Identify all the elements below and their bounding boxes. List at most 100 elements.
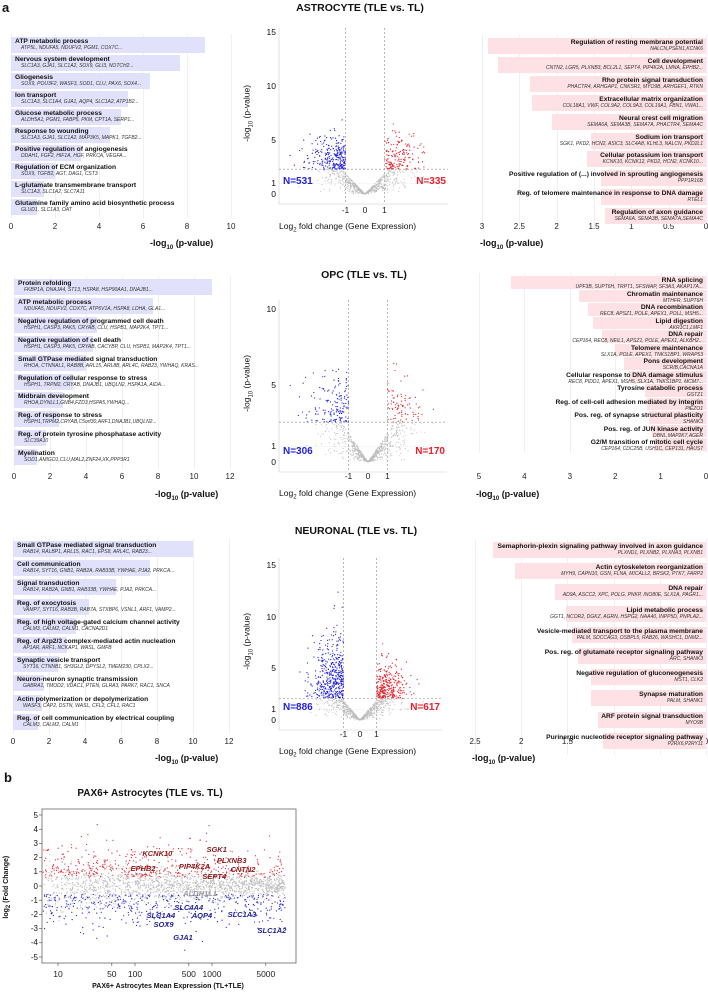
data-point <box>152 886 154 888</box>
gene-list: SLC1A3, GJA1, SLC1A2, MAP3K5, MAPK1, TGF… <box>21 135 142 141</box>
x-tick-label: 4 <box>83 472 89 481</box>
term-label: Tyrosine catabolic process <box>617 385 703 392</box>
data-point <box>389 164 391 166</box>
data-point <box>326 697 328 700</box>
bar <box>603 732 706 749</box>
data-point <box>398 405 400 407</box>
data-point <box>223 896 226 898</box>
x-tick-label: 0.5 <box>663 222 675 231</box>
data-point <box>329 704 331 706</box>
data-point <box>405 143 407 145</box>
data-point <box>332 698 335 700</box>
data-point <box>205 881 208 883</box>
data-point <box>383 175 385 177</box>
data-point <box>326 161 329 163</box>
data-point <box>260 879 262 881</box>
data-point <box>412 172 414 174</box>
data-point <box>384 177 386 179</box>
data-point <box>334 693 337 695</box>
data-point <box>323 685 325 688</box>
data-point <box>357 447 359 449</box>
data-point <box>340 708 342 711</box>
data-point <box>347 435 349 437</box>
data-point <box>337 441 339 443</box>
data-point <box>383 176 385 178</box>
data-point <box>330 673 332 675</box>
data-point <box>173 888 175 890</box>
data-point <box>320 639 322 642</box>
data-point <box>220 896 222 898</box>
data-point <box>315 677 317 679</box>
data-point <box>328 686 330 688</box>
data-point <box>376 714 378 716</box>
data-point <box>384 140 386 142</box>
data-point <box>299 671 301 673</box>
data-point <box>394 417 396 419</box>
data-point <box>397 692 400 694</box>
data-point <box>371 189 373 191</box>
data-point <box>125 878 127 880</box>
data-point <box>326 696 328 698</box>
gene-list: RAB14, RALBP1, ARL15, RAC1, EPS8, ARL4C,… <box>23 549 152 555</box>
data-point <box>76 892 79 894</box>
data-point <box>322 680 324 682</box>
term-label: Pons development <box>643 358 703 365</box>
data-point <box>338 690 340 693</box>
data-point <box>380 684 382 686</box>
data-point <box>331 704 333 706</box>
data-point <box>342 679 344 681</box>
term-label: Reg. of exocytosis <box>17 599 77 607</box>
data-point <box>321 184 323 186</box>
data-point <box>333 432 336 434</box>
data-point <box>349 186 351 188</box>
data-point <box>192 879 194 881</box>
data-point <box>328 678 330 680</box>
data-point <box>395 363 398 365</box>
data-point <box>358 191 360 193</box>
data-point <box>350 438 352 440</box>
data-point <box>137 883 139 886</box>
data-point <box>173 885 175 887</box>
data-point <box>331 423 333 425</box>
data-point <box>104 881 106 883</box>
data-point <box>88 888 90 891</box>
data-point <box>384 454 386 456</box>
data-point <box>410 675 412 677</box>
data-point <box>396 428 398 431</box>
data-point <box>389 161 391 163</box>
term-label: Rho protein signal transduction <box>601 76 703 84</box>
data-point <box>137 874 139 876</box>
data-point <box>334 664 336 666</box>
data-point <box>349 184 352 186</box>
data-point <box>353 442 355 444</box>
data-point <box>377 663 379 665</box>
data-point <box>401 429 403 431</box>
data-point <box>354 714 356 716</box>
data-point <box>356 185 358 188</box>
data-point <box>316 689 319 691</box>
data-point <box>381 449 384 451</box>
data-point <box>97 886 99 888</box>
data-point <box>325 644 327 646</box>
data-point <box>113 893 115 896</box>
data-point <box>386 177 388 179</box>
data-point <box>64 900 66 902</box>
data-point <box>359 190 361 192</box>
data-point <box>335 645 338 647</box>
data-point <box>256 880 258 882</box>
data-point <box>321 151 323 153</box>
data-point <box>396 171 398 173</box>
data-point <box>345 186 347 188</box>
data-point <box>414 167 417 170</box>
data-point <box>358 454 360 456</box>
data-point <box>328 658 330 660</box>
data-point <box>340 397 342 399</box>
data-point <box>355 184 357 187</box>
data-point <box>393 428 395 430</box>
gene-list: CNTN2, LGR5, PLXNB3, BCL2L1, SEPT4, PIP4… <box>545 64 703 71</box>
data-point <box>399 150 401 152</box>
data-point <box>400 163 402 165</box>
data-point <box>352 454 354 456</box>
data-point <box>332 643 334 646</box>
data-point <box>198 875 200 878</box>
